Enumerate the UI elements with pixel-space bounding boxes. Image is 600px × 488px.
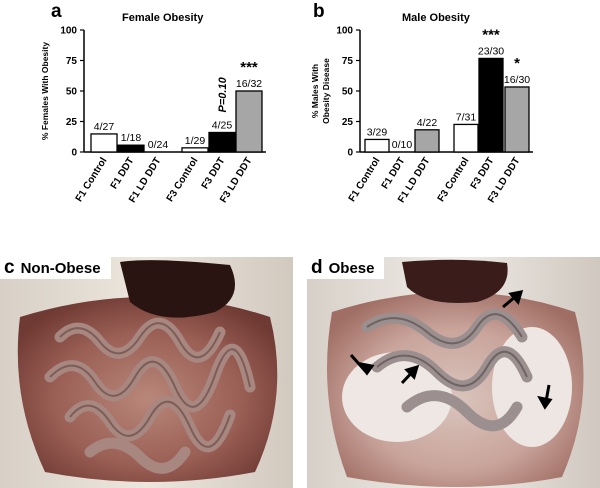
y-tick-label: 100 (60, 26, 77, 37)
category-label: F3 Control (165, 156, 201, 204)
bar (181, 147, 209, 153)
panel-letter-c: c (4, 257, 15, 278)
panel-letter-a: a (51, 1, 62, 22)
y-tick-label: 50 (342, 87, 354, 98)
bar (414, 129, 440, 153)
y-tick-label: 75 (342, 56, 354, 67)
y-axis-label: % Females With Obesity (40, 42, 50, 140)
bar-count-label: 1/29 (185, 135, 206, 147)
category-label: F3 DDT (469, 156, 497, 192)
photo-non-obese: c Non-Obese (0, 257, 293, 488)
y-tick-label: 25 (342, 117, 354, 128)
arrow-head-icon (508, 290, 524, 306)
significance-label: *** (482, 26, 500, 43)
category-label: F3 DDT (200, 156, 228, 192)
bar (453, 123, 479, 153)
bar (478, 57, 504, 153)
abdomen-photo-non-obese (0, 257, 293, 488)
bar-count-label: 23/30 (478, 45, 504, 57)
significance-label: P=0.10 (217, 76, 229, 112)
caption-obese: Obese (328, 259, 375, 277)
caption-non-obese: Non-Obese (20, 259, 101, 277)
category-label: F1 Control (347, 156, 383, 204)
category-label: F1 Control (74, 156, 110, 204)
male-obesity-chart: 0 25 50 75 100 % Males With Obesity Disease 3/2… (310, 26, 533, 205)
significance-label: * (514, 55, 520, 72)
bar (90, 133, 118, 153)
photo-label-c: c Non-Obese (0, 257, 111, 279)
y-tick-label: 25 (66, 117, 78, 128)
bar-count-label: 16/30 (504, 74, 530, 86)
bar-count-label: 16/32 (236, 78, 262, 90)
bar-count-label: 1/18 (121, 132, 142, 144)
bar-count-label: 4/22 (417, 117, 438, 129)
bar (208, 131, 236, 153)
photo-label-d: d Obese (307, 257, 385, 279)
y-tick-label: 75 (66, 56, 78, 67)
female-obesity-chart: 0 25 50 75 100 % Females With Obesity 4/27 F1 C… (40, 26, 266, 205)
photo-obese: d Obese (307, 257, 600, 488)
bar (504, 86, 530, 153)
y-tick-label: 0 (347, 148, 353, 159)
arrow-head-icon (404, 364, 420, 380)
category-label: F3 Control (436, 156, 472, 204)
y-tick-label: 100 (336, 26, 353, 37)
y-tick-label: 0 (71, 148, 77, 159)
bar (364, 138, 390, 153)
y-axis-label: Obesity Disease (321, 58, 331, 124)
chart-title-female-obesity: Female Obesity (122, 12, 204, 24)
bar-count-label: 4/27 (94, 121, 115, 133)
abdomen-photo-obese (307, 257, 600, 488)
arrow-head-icon (537, 395, 553, 410)
chart-title-male-obesity: Male Obesity (402, 12, 470, 24)
panel-letter-b: b (313, 1, 325, 22)
arrow-head-icon (357, 361, 375, 376)
bar-count-label: 0/24 (148, 139, 169, 151)
bar (117, 144, 145, 153)
bar-count-label: 3/29 (367, 126, 388, 138)
significance-label: *** (240, 59, 258, 76)
category-label: F1 DDT (109, 156, 137, 192)
bar-count-label: 4/25 (212, 119, 233, 131)
panel-letter-d: d (311, 257, 323, 278)
bar (235, 90, 263, 153)
y-axis-label: % Males With (310, 64, 320, 118)
bar-count-label: 7/31 (456, 111, 477, 123)
bar-count-label: 0/10 (392, 139, 413, 151)
y-tick-label: 50 (66, 87, 78, 98)
